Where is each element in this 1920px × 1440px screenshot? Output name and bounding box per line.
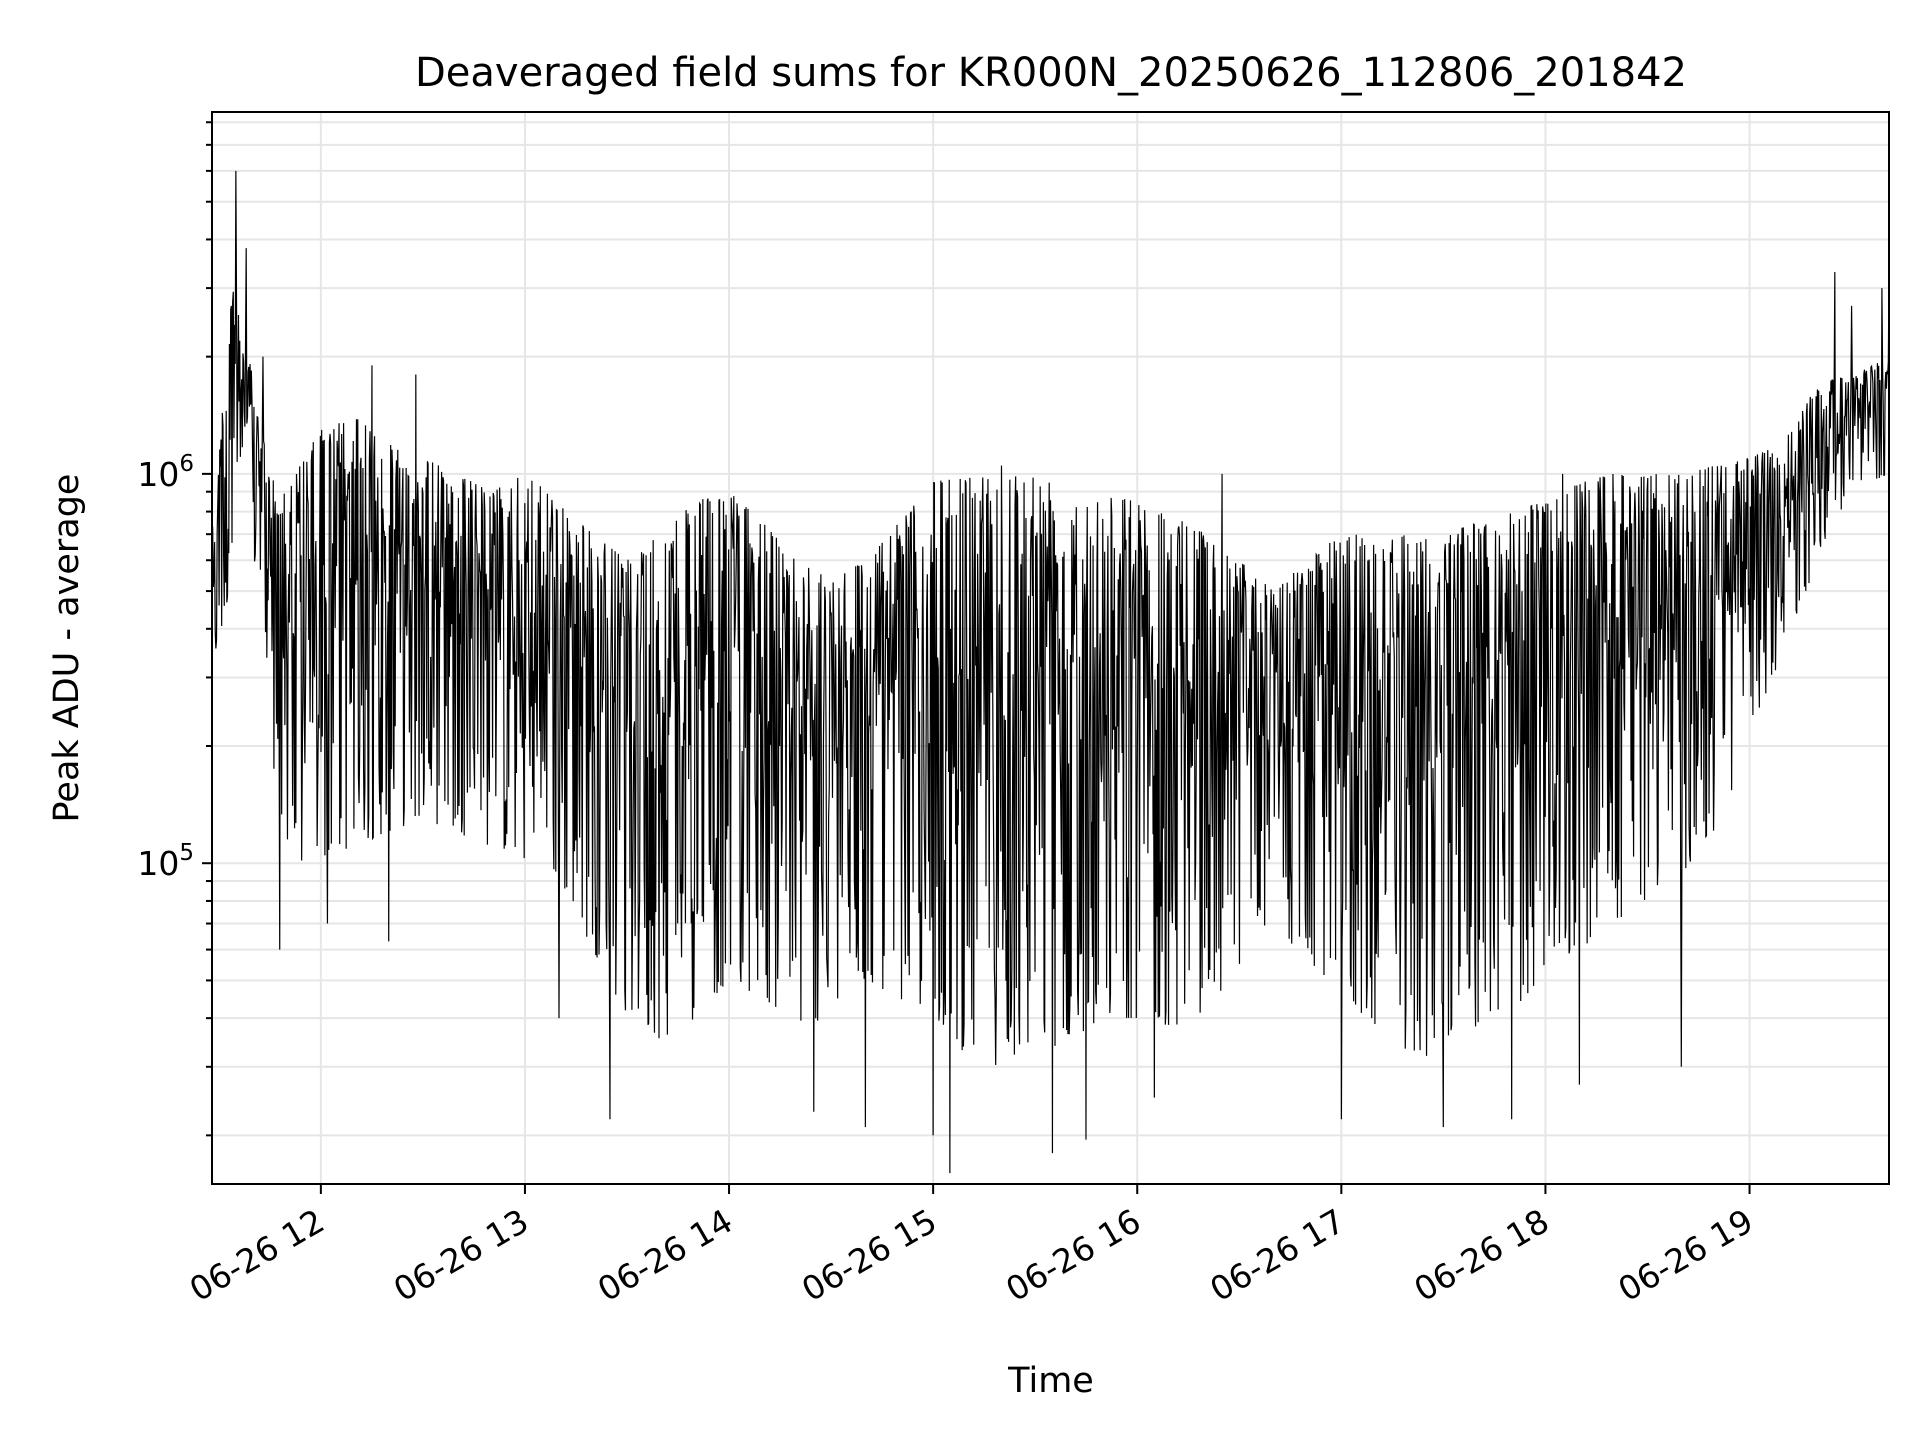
y-axis-ticks: 105 106: [137, 121, 212, 1137]
y-tick-label: 106: [137, 451, 194, 494]
series-line-path: [212, 170, 1889, 1174]
x-axis-label: Time: [1007, 1361, 1094, 1401]
series-line: [212, 170, 1889, 1174]
chart-title: Deaveraged field sums for KR000N_2025062…: [415, 50, 1687, 96]
y-tick-label: 105: [137, 840, 194, 883]
plot-area: [211, 111, 1890, 1185]
plot-frame: [211, 111, 1890, 1185]
y-axis-label: Peak ADU - average: [47, 474, 87, 823]
